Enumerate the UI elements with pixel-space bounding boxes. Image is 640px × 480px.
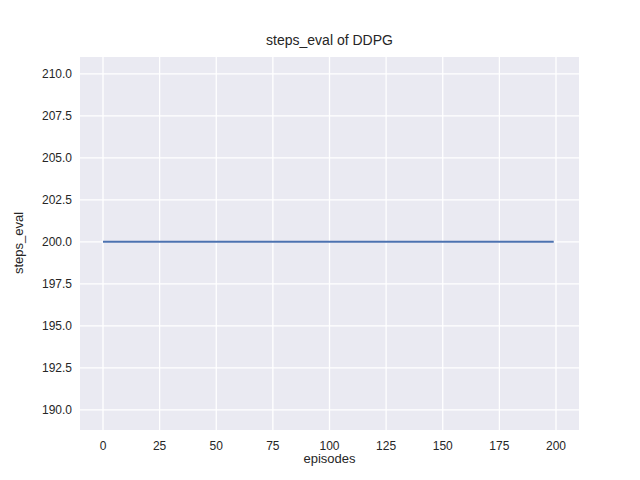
chart-figure: steps_eval of DDPG steps_eval 0255075100… [0, 0, 640, 480]
plot-area [80, 57, 579, 430]
x-axis-label: episodes [80, 451, 579, 466]
y-tick-label: 200.0 [42, 235, 72, 249]
line-plot-canvas [80, 57, 579, 430]
y-tick-label: 197.5 [42, 277, 72, 291]
y-tick-label: 190.0 [42, 403, 72, 417]
y-axis-label: steps_eval [11, 212, 26, 274]
y-tick-label: 202.5 [42, 193, 72, 207]
y-tick-label: 192.5 [42, 361, 72, 375]
y-tick-label: 205.0 [42, 151, 72, 165]
chart-title: steps_eval of DDPG [80, 32, 579, 48]
y-tick-label: 207.5 [42, 109, 72, 123]
y-tick-label: 210.0 [42, 67, 72, 81]
y-tick-label: 195.0 [42, 319, 72, 333]
